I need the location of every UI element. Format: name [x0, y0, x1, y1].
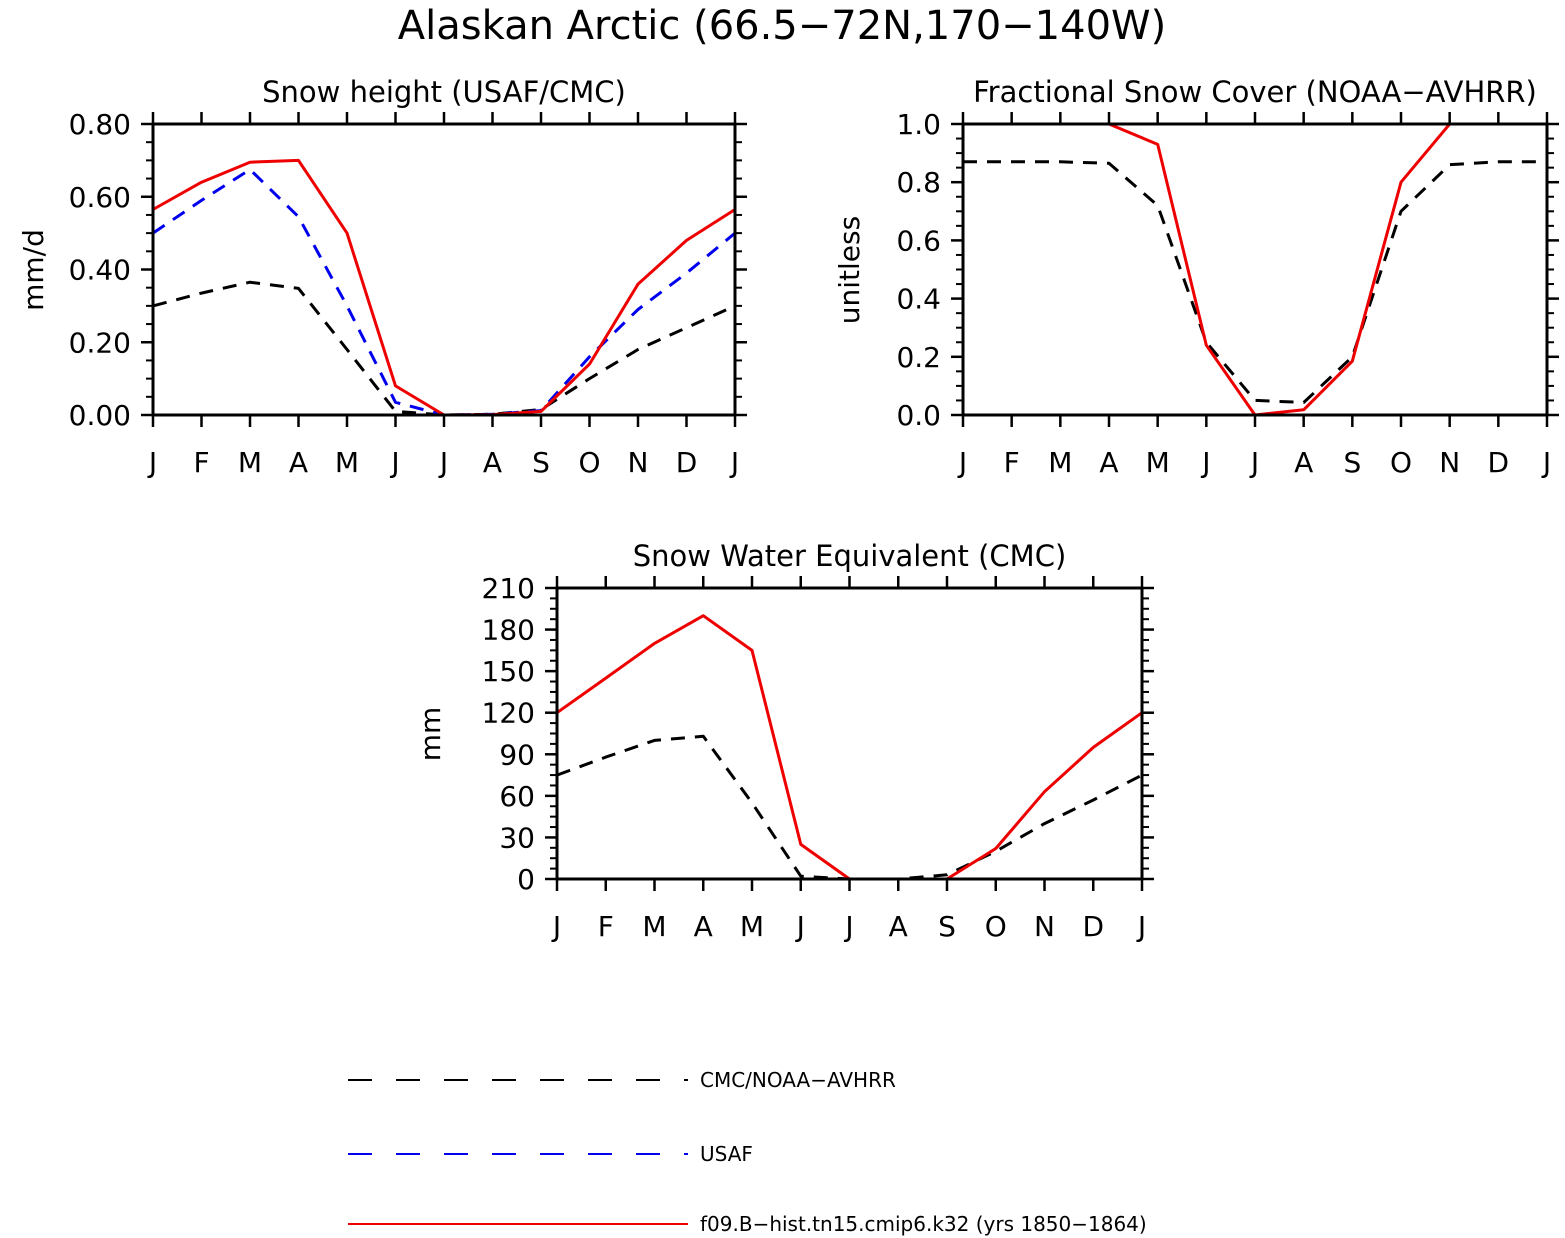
legend-entry-model: f09.B−hist.tn15.cmip6.k32 (yrs 1850−1864… — [348, 1212, 1147, 1236]
legend-label: CMC/NOAA−AVHRR — [700, 1068, 896, 1092]
x-tick-label: S — [1343, 446, 1361, 479]
x-tick-label: F — [193, 446, 209, 479]
x-tick-label: J — [551, 910, 561, 943]
y-tick-label: 0.8 — [896, 166, 941, 199]
x-tick-label: J — [729, 446, 739, 479]
x-tick-label: M — [335, 446, 359, 479]
legend-entry-usaf: USAF — [348, 1142, 753, 1166]
x-tick-label: F — [598, 910, 614, 943]
legend-label: USAF — [700, 1142, 753, 1166]
series-line-usaf — [152, 168, 736, 417]
legend-label: f09.B−hist.tn15.cmip6.k32 (yrs 1850−1864… — [700, 1212, 1147, 1236]
plot-frame — [555, 586, 1144, 881]
panel-title: Snow Water Equivalent (CMC) — [633, 539, 1067, 573]
x-tick-label: S — [532, 446, 550, 479]
y-tick-label: 0.0 — [896, 399, 941, 432]
y-tick-label: 0.60 — [69, 181, 131, 214]
figure-title: Alaskan Arctic (66.5−72N,170−140W) — [398, 3, 1166, 49]
y-tick-label: 1.0 — [896, 108, 941, 141]
x-tick-label: M — [1146, 446, 1170, 479]
x-tick-label: J — [1136, 910, 1146, 943]
x-tick-label: D — [1082, 910, 1104, 943]
x-tick-label: J — [795, 910, 805, 943]
plot-frame — [961, 122, 1549, 417]
series-line-model — [556, 614, 1143, 881]
x-tick-label: N — [628, 446, 649, 479]
x-tick-label: F — [1004, 446, 1020, 479]
x-tick-label: M — [642, 910, 666, 943]
series-line-obs — [963, 160, 1547, 404]
y-tick-label: 150 — [482, 655, 535, 688]
x-tick-label: N — [1034, 910, 1055, 943]
x-tick-label: M — [238, 446, 262, 479]
x-tick-label: N — [1439, 446, 1460, 479]
y-tick-label: 0.6 — [896, 224, 941, 257]
y-tick-label: 30 — [499, 821, 535, 854]
panel-title: Fractional Snow Cover (NOAA−AVHRR) — [973, 75, 1537, 109]
x-tick-label: A — [483, 446, 502, 479]
panel-title: Snow height (USAF/CMC) — [262, 75, 626, 109]
x-tick-label: D — [1488, 446, 1510, 479]
series-line-obs — [152, 280, 736, 417]
y-tick-label: 180 — [482, 614, 535, 647]
series-line-obs — [556, 734, 1143, 881]
x-tick-label: A — [889, 910, 908, 943]
y-axis-label: mm — [414, 707, 447, 762]
x-tick-label: J — [147, 446, 157, 479]
x-tick-label: J — [1249, 446, 1259, 479]
x-tick-label: J — [389, 446, 399, 479]
x-tick-label: J — [843, 910, 853, 943]
legend-entry-obs: CMC/NOAA−AVHRR — [348, 1068, 896, 1092]
x-tick-label: S — [938, 910, 956, 943]
y-tick-label: 60 — [499, 780, 535, 813]
x-tick-label: J — [1541, 446, 1551, 479]
legend: CMC/NOAA−AVHRR USAF f09.B−hist.tn15.cmip6.… — [348, 1068, 1147, 1236]
x-tick-label: O — [1390, 446, 1412, 479]
x-tick-label: J — [1200, 446, 1210, 479]
y-tick-label: 120 — [482, 697, 535, 730]
y-tick-label: 0.4 — [896, 283, 941, 316]
x-tick-label: A — [289, 446, 308, 479]
x-tick-label: J — [957, 446, 967, 479]
x-tick-label: A — [1294, 446, 1313, 479]
plot-frame — [151, 122, 737, 417]
x-tick-label: O — [985, 910, 1007, 943]
y-tick-label: 210 — [482, 572, 535, 605]
panel-2: Fractional Snow Cover (NOAA−AVHRR) unitle… — [833, 75, 1559, 479]
x-tick-label: O — [578, 446, 600, 479]
y-tick-label: 0.00 — [69, 399, 131, 432]
x-tick-label: A — [1099, 446, 1118, 479]
y-axis-label: unitless — [833, 216, 866, 324]
panel-3: Snow Water Equivalent (CMC)mmJ F M A M J J A S O N… — [414, 539, 1154, 943]
series-line-model — [152, 158, 736, 417]
y-tick-label: 0.2 — [896, 341, 941, 374]
y-tick-label: 90 — [499, 738, 535, 771]
x-tick-label: J — [438, 446, 448, 479]
x-tick-label: M — [740, 910, 764, 943]
y-tick-label: 0.80 — [69, 108, 131, 141]
y-tick-label: 0 — [517, 863, 535, 896]
series-line-model — [963, 122, 1547, 417]
y-tick-label: 0.20 — [69, 326, 131, 359]
panel-1: Snow height (USAF/CMC)mm/dJ F M A M J J A S O N D J0… — [17, 75, 747, 479]
x-tick-label: D — [676, 446, 698, 479]
panels: Snow height (USAF/CMC)mm/dJ F M A M J J A S O N D J0… — [17, 75, 1559, 943]
y-axis-label: mm/d — [17, 229, 50, 311]
y-tick-label: 0.40 — [69, 254, 131, 287]
x-tick-label: A — [694, 910, 713, 943]
x-tick-label: M — [1048, 446, 1072, 479]
